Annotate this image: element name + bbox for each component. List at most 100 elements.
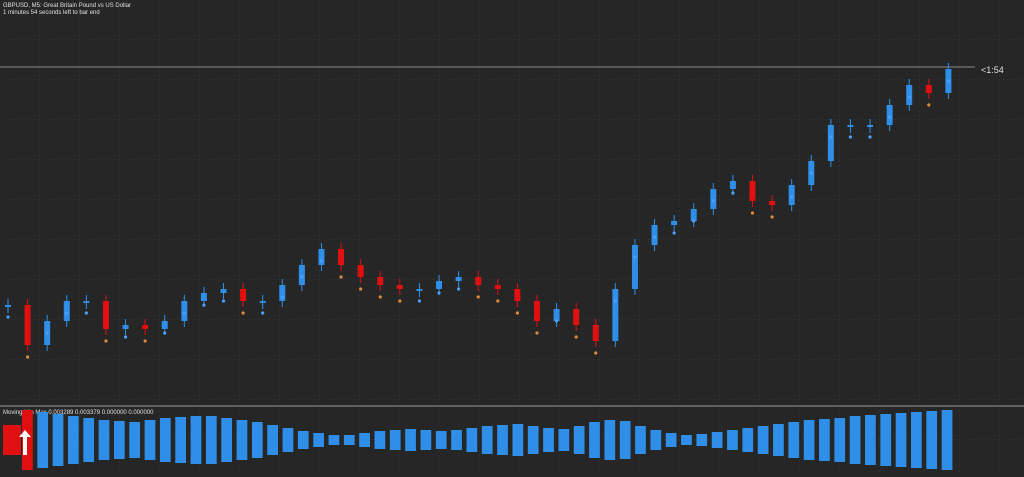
signal-marker [3, 425, 21, 455]
ma-dot [613, 299, 617, 303]
ma-dot [6, 315, 10, 319]
histogram-bar [926, 411, 938, 469]
ma-dot [476, 295, 480, 299]
ma-dot [221, 299, 226, 303]
histogram-bar [650, 430, 662, 450]
histogram-bar [481, 426, 493, 454]
candle-body [533, 301, 540, 321]
histogram-bar [37, 412, 49, 468]
histogram-bar [742, 428, 754, 452]
candle-body [729, 181, 736, 189]
histogram-bar [343, 435, 355, 445]
candle-body [514, 289, 521, 301]
histogram-bar [313, 433, 324, 447]
histogram-bar [543, 428, 554, 452]
histogram-bar [895, 413, 907, 467]
candle-body [925, 85, 932, 93]
candle-body [494, 285, 501, 289]
histogram-bar [435, 431, 447, 449]
ma-dot [515, 311, 519, 315]
histogram-bar [190, 416, 202, 464]
ma-dot [417, 299, 422, 303]
signal-arrow [19, 430, 31, 455]
ma-dot [907, 95, 911, 99]
ma-dot [25, 355, 30, 359]
ma-dot [633, 255, 637, 259]
histogram-bar [865, 415, 876, 465]
candle-body [436, 281, 443, 289]
candle-body [553, 309, 560, 321]
candle-body [396, 285, 403, 289]
histogram-bar [696, 434, 708, 446]
ma-dot [868, 135, 872, 139]
histogram-bar [405, 429, 416, 451]
histogram-bar [819, 419, 830, 461]
candle-body [142, 325, 149, 329]
ma-dot [319, 259, 324, 263]
histogram-bar [297, 431, 309, 449]
candles [5, 63, 952, 359]
candle-body [63, 301, 70, 321]
histogram-bar [205, 416, 217, 464]
candle-body [710, 189, 717, 209]
ma-dot [45, 331, 49, 335]
histogram-bar [267, 425, 278, 455]
histogram-bar [711, 432, 723, 448]
ma-dot [888, 115, 892, 119]
histogram-bar [635, 426, 646, 454]
histogram-bar [803, 420, 815, 460]
candle-body [690, 209, 697, 221]
candle-body [357, 265, 364, 277]
price-timer-label: <1:54 [981, 65, 1004, 75]
histogram-bar [389, 430, 401, 450]
ma-dot [359, 287, 363, 291]
histogram-bar [236, 420, 248, 460]
ma-dot [104, 339, 108, 343]
ma-dot [672, 231, 676, 235]
ma-dot [300, 275, 304, 279]
histogram-bar [451, 430, 462, 450]
candle-body [318, 249, 325, 265]
histogram-bar [83, 418, 95, 462]
candle-body [377, 277, 384, 285]
candle-body [200, 293, 207, 301]
ma-dot [535, 331, 539, 335]
candle-body [827, 125, 834, 161]
histogram-bar [788, 422, 800, 458]
candle-body [83, 301, 90, 303]
candle-body [573, 309, 580, 325]
histogram-bar [589, 422, 600, 458]
histogram-bar [619, 421, 631, 459]
candle-body [886, 105, 893, 125]
candle-body [298, 265, 305, 285]
candle-body [416, 289, 423, 291]
candle-body [475, 277, 482, 285]
ma-dot [457, 287, 461, 291]
candle-body [631, 245, 638, 289]
histogram-bar [512, 424, 524, 456]
ma-dot [202, 303, 206, 307]
candle-body [240, 289, 247, 301]
ma-dot [692, 219, 696, 223]
ma-dot [378, 295, 382, 299]
candle-body [455, 277, 462, 281]
candle-body [671, 221, 678, 225]
indicator-label: Moving Min Max 0.003289 0.003379 0.00000… [3, 410, 154, 416]
candle-body [749, 181, 756, 201]
ma-dot [143, 339, 147, 343]
candle-body [24, 305, 31, 345]
ma-dot [652, 235, 657, 239]
histogram-bar [159, 418, 171, 462]
histogram-bar [604, 420, 616, 460]
histogram-bar [573, 426, 585, 454]
candle-body [161, 321, 168, 329]
ma-dot [554, 319, 559, 323]
ma-dot [339, 275, 343, 279]
symbol-title: GBPUSD, M5: Great Britain Pound vs US Do… [3, 3, 131, 9]
ma-dot [809, 171, 813, 175]
candle-body [612, 289, 619, 341]
histogram-bar [941, 410, 953, 470]
candle-body [769, 201, 776, 205]
candle-body [867, 125, 874, 127]
candle-body [181, 301, 188, 321]
